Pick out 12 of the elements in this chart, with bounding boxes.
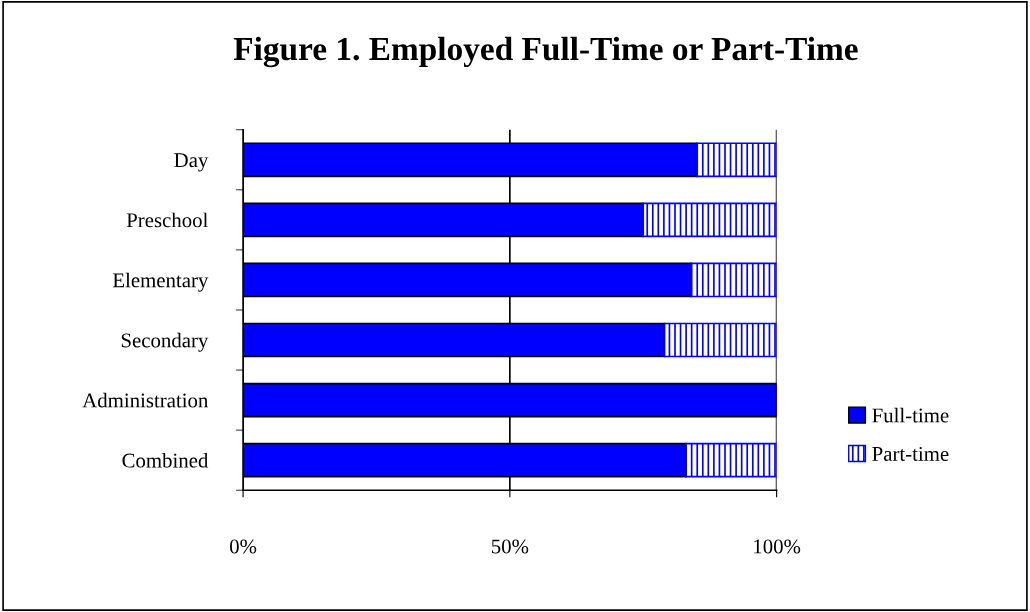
y-tick-label: Elementary bbox=[112, 272, 209, 292]
y-tick-label: Administration bbox=[82, 392, 209, 408]
y-tick-label: Secondary bbox=[121, 332, 209, 352]
legend-label: Full-time bbox=[872, 407, 949, 423]
x-tick-label: 0% bbox=[229, 539, 257, 554]
y-tick-label: Day bbox=[174, 153, 209, 172]
legend-label: Part-time bbox=[872, 446, 949, 461]
y-tick-label: Combined bbox=[122, 452, 209, 468]
x-tick-label: 100% bbox=[754, 539, 801, 554]
chart-title: Figure 1. Employed Full-Time or Part-Time bbox=[233, 36, 858, 68]
y-tick-label: Preschool bbox=[126, 212, 208, 228]
x-tick-label: 50% bbox=[491, 539, 529, 554]
